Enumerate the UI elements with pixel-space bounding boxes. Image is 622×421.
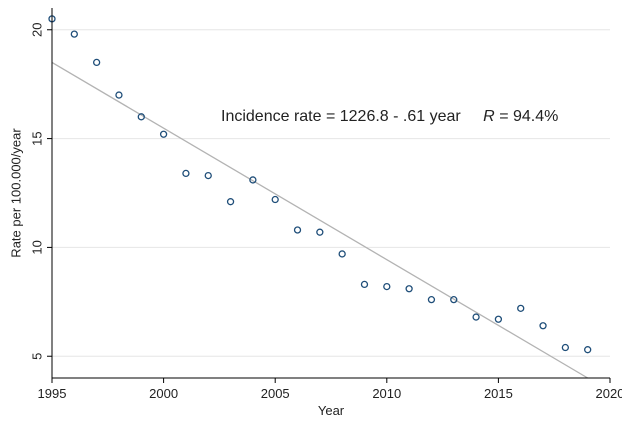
- axes: [51, 8, 610, 379]
- data-point-2005: [271, 195, 279, 204]
- y-tick-label-20: 20: [29, 23, 44, 37]
- gridlines: [52, 29, 610, 357]
- data-point-2015: [494, 315, 503, 323]
- data-point-2011: [405, 285, 413, 293]
- data-point-2010: [383, 282, 391, 291]
- data-point-1998: [115, 91, 123, 99]
- x-tick-label-2020: 2020: [596, 386, 622, 401]
- y-tick-label-10: 10: [29, 240, 44, 254]
- data-point-2003: [226, 198, 235, 206]
- data-point-2004: [249, 176, 257, 184]
- x-tick-label-2015: 2015: [484, 386, 513, 401]
- data-point-2008: [338, 250, 346, 258]
- data-point-1997: [92, 58, 101, 67]
- data-point-1999: [137, 113, 145, 121]
- data-point-2006: [293, 226, 302, 234]
- data-point-2013: [450, 295, 458, 304]
- data-point-2012: [427, 295, 436, 304]
- y-tick-label-15: 15: [29, 131, 44, 145]
- annotation-r-label: R: [483, 108, 495, 125]
- data-point-2001: [182, 169, 190, 178]
- data-point-2009: [360, 280, 369, 289]
- x-tick-label-2000: 2000: [149, 386, 178, 401]
- data-point-1996: [70, 30, 78, 38]
- annotation-equation: Incidence rate = 1226.8 - .61 year: [221, 108, 461, 125]
- regression-annotation: Incidence rate = 1226.8 - .61 year R = 9…: [221, 108, 558, 125]
- data-point-2016: [517, 304, 525, 313]
- x-tick-label-1995: 1995: [38, 386, 67, 401]
- data-points: [48, 15, 592, 354]
- data-point-2017: [539, 322, 547, 330]
- x-tick-label-2005: 2005: [261, 386, 290, 401]
- x-tick-label-2010: 2010: [372, 386, 401, 401]
- data-point-2007: [316, 228, 324, 236]
- y-tick-label-5: 5: [29, 353, 44, 360]
- regression-line: [51, 61, 589, 379]
- data-point-2002: [204, 171, 212, 180]
- annotation-r-value: = 94.4%: [499, 108, 558, 125]
- ticks: 1995 2000 2005 2010 2015 2020 5 10 15 20: [29, 23, 622, 401]
- y-axis-title: Rate per 100.000/year: [8, 128, 23, 258]
- x-axis-title: Year: [318, 403, 345, 418]
- data-point-2018: [561, 343, 570, 352]
- data-point-2019: [584, 346, 592, 354]
- data-point-2014: [472, 313, 480, 321]
- data-point-2000: [159, 130, 168, 138]
